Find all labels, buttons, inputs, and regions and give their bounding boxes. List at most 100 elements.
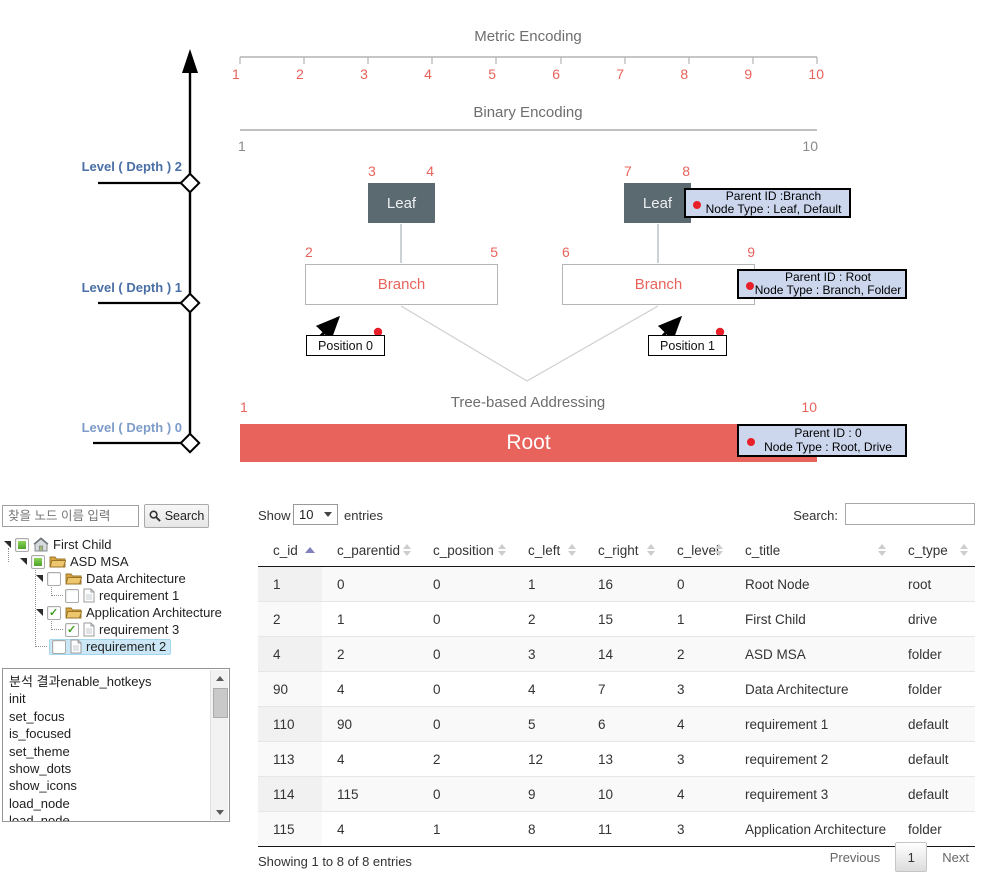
selected-tree-node[interactable]: requirement 2: [49, 638, 172, 655]
checkbox-icon[interactable]: [31, 554, 45, 569]
listbox-item[interactable]: show_dots: [9, 760, 72, 776]
cell: requirement 2: [730, 741, 893, 777]
tree-item-requirement-1[interactable]: requirement 1: [0, 587, 250, 604]
metric-tick-label: 8: [680, 66, 689, 82]
column-header-c_title[interactable]: c_title: [730, 534, 893, 567]
checkbox-icon[interactable]: [47, 571, 61, 586]
column-header-c_parentid[interactable]: c_parentid: [322, 534, 418, 567]
cell: 7: [583, 671, 662, 707]
cell: 90: [258, 671, 322, 707]
checkbox-icon[interactable]: [15, 537, 29, 552]
listbox-item[interactable]: is_focused: [9, 726, 72, 742]
pagination: Previous 1 Next: [830, 842, 969, 872]
metric-tick-label: 3: [360, 66, 368, 82]
column-header-c_type[interactable]: c_type: [893, 534, 975, 567]
metric-tick-label: 10: [808, 66, 824, 82]
previous-page-button[interactable]: Previous: [829, 849, 881, 865]
metric-ruler-ticks: [239, 57, 818, 64]
listbox-item[interactable]: set_theme: [9, 743, 70, 759]
checkbox-icon[interactable]: [47, 605, 61, 620]
current-page-button[interactable]: 1: [895, 842, 928, 872]
tree-item-label[interactable]: ASD MSA: [70, 554, 129, 569]
cell: 9: [513, 776, 583, 812]
tree-item-first-child[interactable]: First Child: [0, 536, 250, 553]
tree-item-label[interactable]: requirement 2: [86, 639, 167, 654]
cell: 2: [513, 601, 583, 637]
red-dot-icon: [715, 327, 725, 337]
tree-item-requirement-2[interactable]: requirement 2: [0, 638, 250, 655]
scrollbar-thumb[interactable]: [213, 688, 228, 718]
tree-connector: [35, 565, 36, 647]
listbox-item[interactable]: load_node: [9, 813, 70, 822]
checkbox-icon[interactable]: [65, 622, 79, 637]
tree-item-label[interactable]: requirement 1: [99, 588, 180, 603]
metric-tick-label: 4: [424, 66, 432, 82]
page-size-value: 10: [299, 507, 314, 522]
table-info: Showing 1 to 8 of 8 entries: [258, 854, 412, 869]
cell: 0: [662, 566, 730, 602]
listbox-item[interactable]: load_node: [9, 795, 70, 811]
cell: 0: [418, 671, 513, 707]
scrollbar-up-icon[interactable]: [211, 670, 228, 686]
scrollbar[interactable]: [210, 670, 228, 820]
column-header-c_level[interactable]: c_level: [662, 534, 730, 567]
branch-root-connector: [400, 305, 528, 382]
tree-item-label[interactable]: Data Architecture: [86, 571, 186, 586]
cell: 1: [662, 601, 730, 637]
tree-item-requirement-3[interactable]: requirement 3: [0, 621, 250, 638]
next-page-button[interactable]: Next: [942, 849, 969, 865]
column-header-c_left[interactable]: c_left: [513, 534, 583, 567]
tooltip-leaf: Parent ID :Branch Node Type : Leaf, Defa…: [684, 188, 851, 218]
tooltip-line: Node Type : Leaf, Default: [705, 202, 842, 216]
sort-asc-icon: [305, 547, 315, 553]
checkbox-icon[interactable]: [65, 588, 79, 603]
tree-item-application-architecture[interactable]: Application Architecture: [0, 604, 250, 621]
table-row: 90 4 0 4 7 3 Data Architecture folder: [258, 671, 975, 707]
listbox-item[interactable]: init: [9, 691, 26, 707]
cell: root: [893, 566, 975, 602]
listbox-item[interactable]: 분석 결과enable_hotkeys: [9, 674, 152, 689]
sort-both-icon: [647, 544, 655, 556]
checkbox-icon[interactable]: [52, 639, 66, 654]
listbox-item[interactable]: set_focus: [9, 708, 65, 724]
branch-node-left[interactable]: Branch: [305, 264, 498, 305]
expander-icon[interactable]: [4, 541, 11, 548]
tree-item-asd-msa[interactable]: ASD MSA: [0, 553, 250, 570]
scrollbar-down-icon[interactable]: [211, 804, 228, 820]
expander-icon[interactable]: [36, 575, 43, 582]
sort-both-icon: [960, 544, 968, 556]
leaf-left-range: 3 4: [368, 163, 434, 179]
tree-item-label[interactable]: requirement 3: [99, 622, 180, 637]
level-2-label: Level ( Depth ) 2: [81, 159, 182, 174]
binary-title: Binary Encoding: [473, 104, 583, 121]
metric-tick-label: 9: [744, 66, 753, 82]
node-search-input[interactable]: [2, 505, 139, 527]
listbox-item[interactable]: show_icons: [9, 778, 77, 794]
expander-icon[interactable]: [36, 609, 43, 616]
tree-item-label[interactable]: Application Architecture: [86, 605, 222, 620]
branch-node-right[interactable]: Branch: [562, 264, 755, 305]
column-header-c_id[interactable]: c_id: [258, 534, 322, 567]
leaf-label: Leaf: [386, 194, 417, 212]
page-size-select[interactable]: 10: [293, 504, 338, 525]
column-header-c_position[interactable]: c_position: [418, 534, 513, 567]
leaf-node-right[interactable]: Leaf: [624, 183, 691, 223]
root-node[interactable]: Root: [240, 424, 817, 462]
file-icon: [83, 622, 95, 637]
tooltip-line: Parent ID : Root: [784, 269, 872, 284]
log-listbox[interactable]: 분석 결과enable_hotkeys init set_focus is_fo…: [2, 668, 230, 822]
sort-both-icon: [878, 544, 886, 556]
column-header-c_right[interactable]: c_right: [583, 534, 662, 567]
folder-icon: [49, 556, 66, 568]
range-num: 8: [682, 163, 690, 179]
search-button[interactable]: Search: [144, 504, 209, 528]
expander-icon[interactable]: [20, 558, 27, 565]
cell: 0: [418, 601, 513, 637]
cell: 4: [258, 636, 322, 672]
metric-tick-label: 1: [232, 66, 240, 82]
leaf-node-left[interactable]: Leaf: [368, 183, 435, 223]
table-search-input[interactable]: [845, 503, 975, 525]
tree-item-label[interactable]: First Child: [53, 537, 112, 552]
tree-item-data-architecture[interactable]: Data Architecture: [0, 570, 250, 587]
position-0-label: Position 0: [306, 335, 385, 356]
